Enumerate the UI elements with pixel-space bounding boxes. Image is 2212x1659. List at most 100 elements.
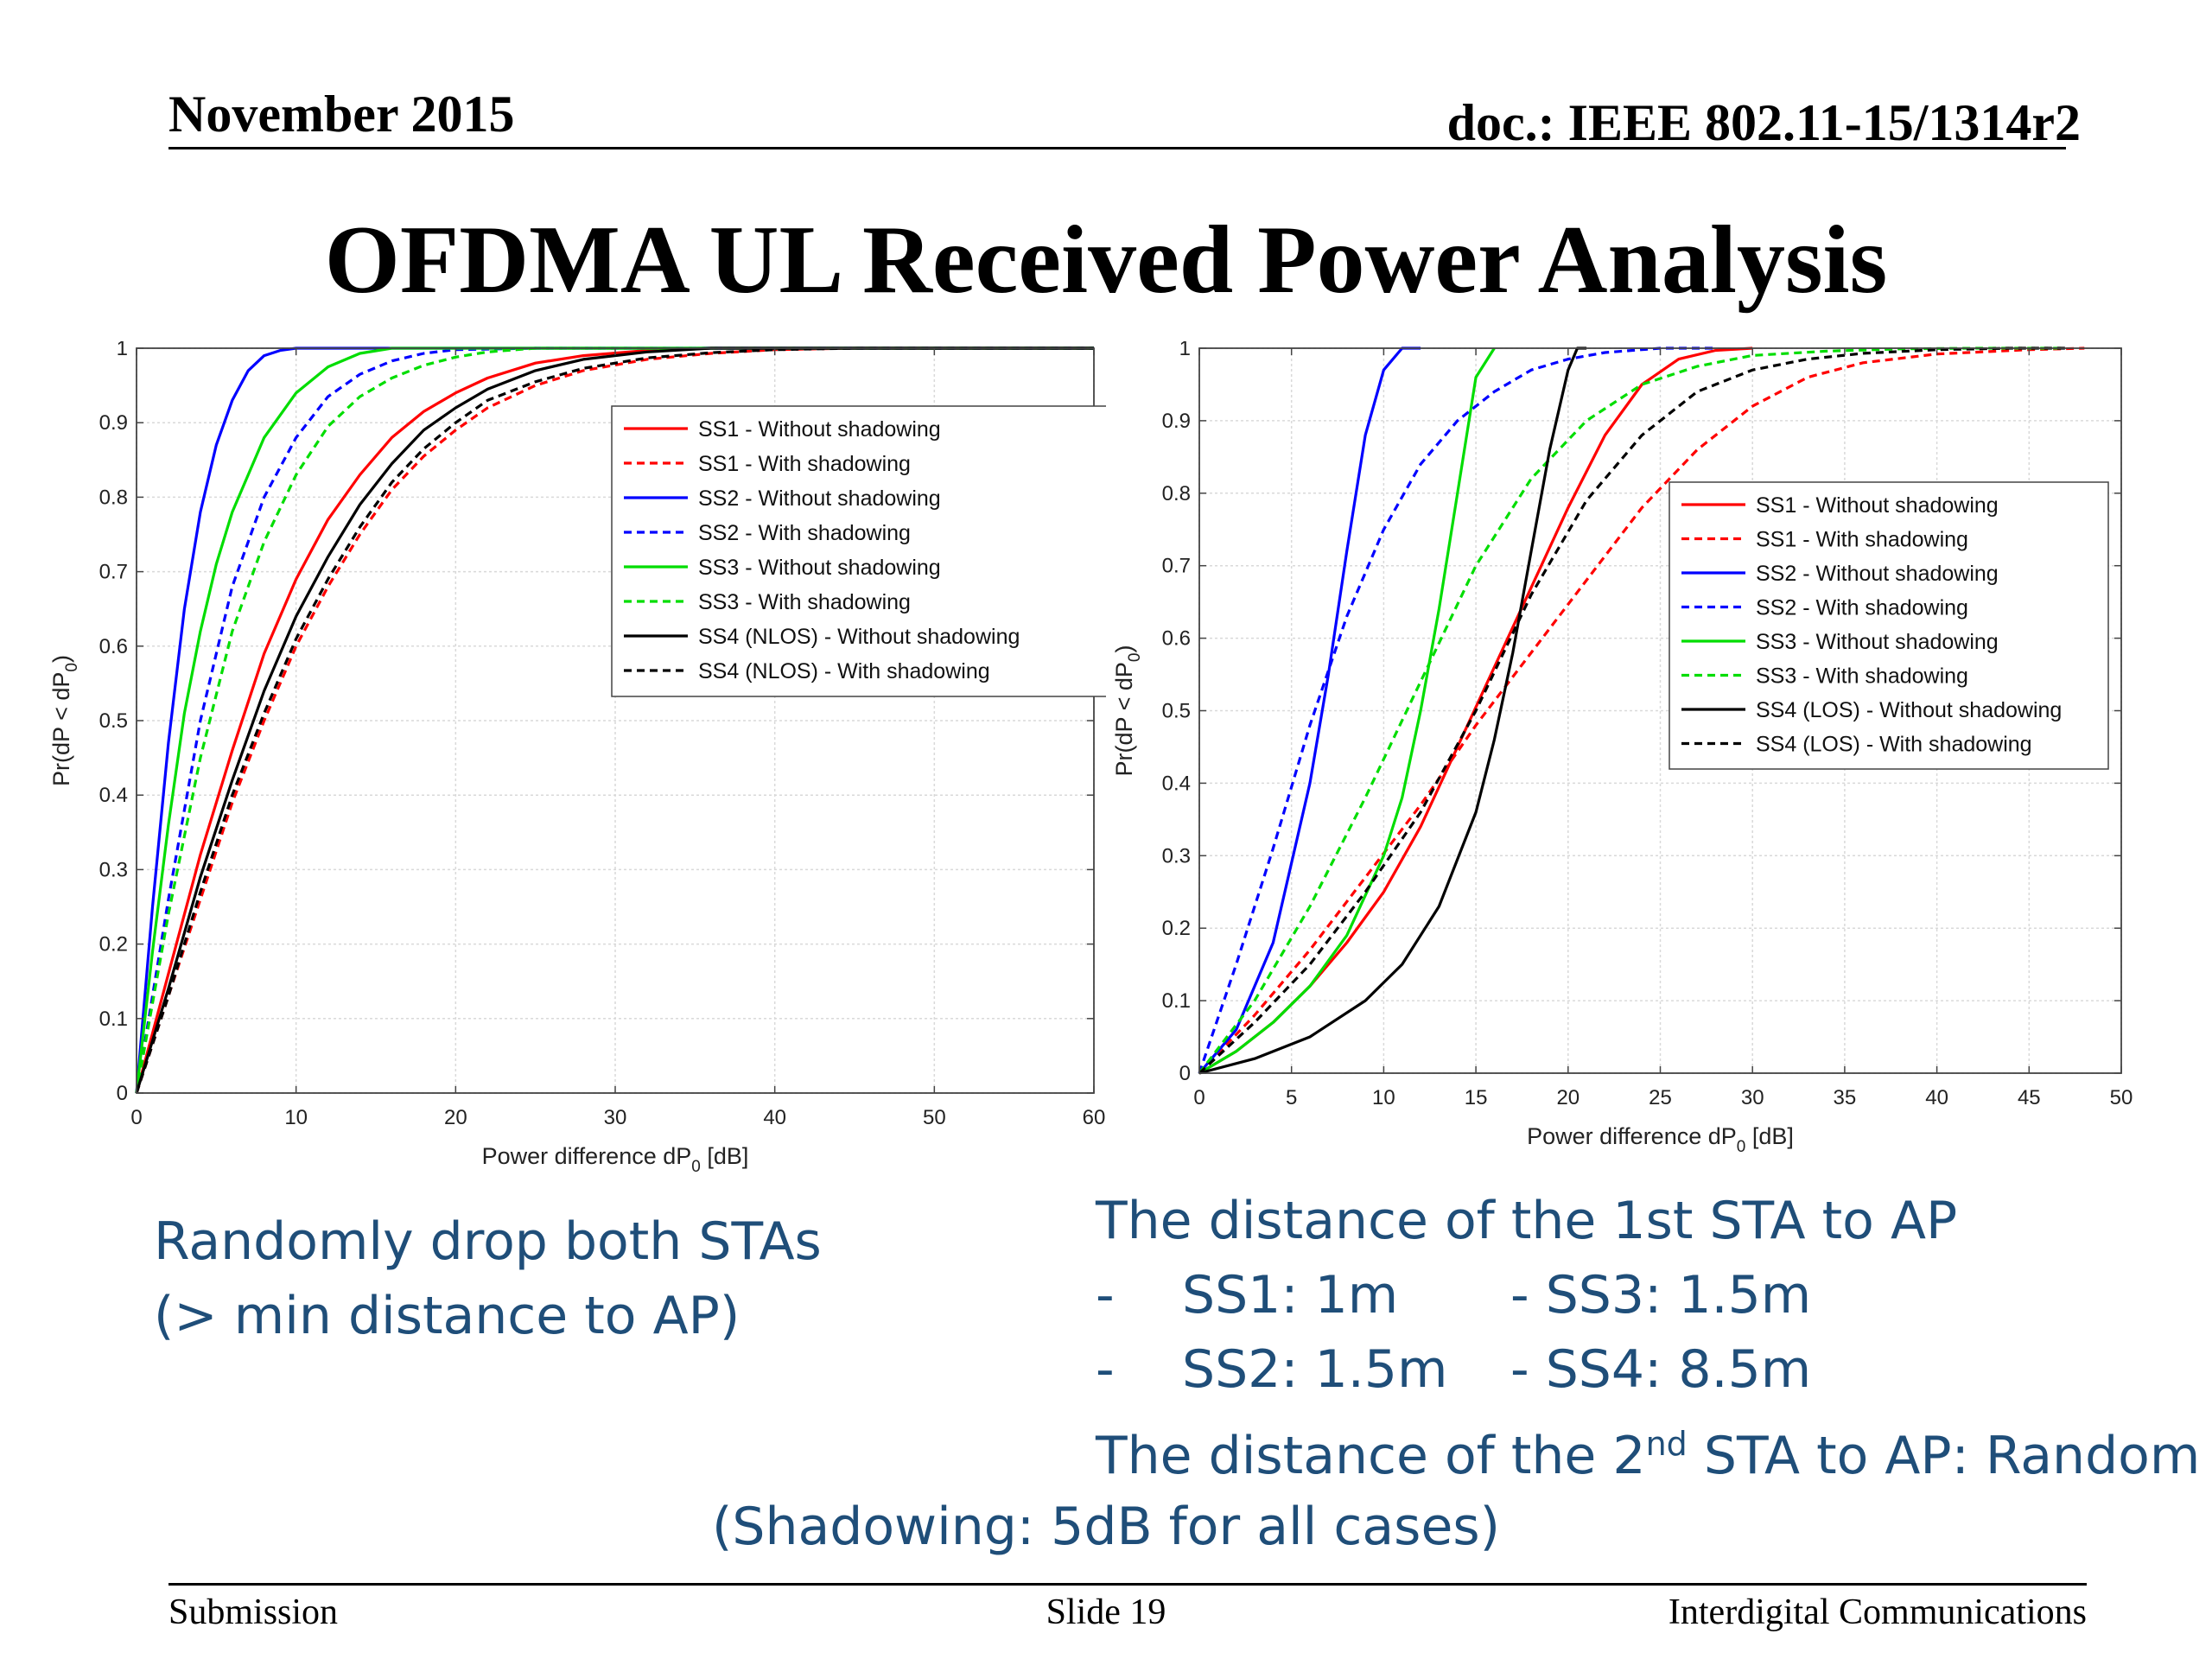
chart2-legend-entry: SS1 - Without shadowing: [1756, 493, 1999, 518]
chart1-series-line-6: [135, 346, 1094, 1094]
chart2-x-axis-label-sub: 0: [1737, 1138, 1746, 1156]
cdf-chart-right: 0 5 10 15 20 25 30 35 40 45 5000.10.20.30.40.50.60…: [1111, 341, 2133, 1156]
chart1-x-axis-label: Power difference dP0 [dB]: [482, 1143, 749, 1175]
chart1-y-tick-label: 0.8: [99, 486, 128, 509]
chart2-x-tick-label: 20: [1556, 1086, 1580, 1109]
second-sta-text-tail: STA to AP: Random: [1687, 1426, 2201, 1486]
chart1-legend-entry: SS2 - With shadowing: [698, 521, 911, 545]
chart1-x-axis-label-main: Power difference dP: [482, 1143, 692, 1169]
chart1-y-tick-label: 0.3: [99, 858, 128, 881]
chart1-legend-entry: SS1 - Without shadowing: [698, 417, 941, 442]
chart1-y-axis-label: Pr(dP < dP0): [48, 655, 81, 786]
chart2-series-line-4: [1198, 346, 1716, 1074]
chart1-x-axis-label-tail: [dB]: [701, 1143, 749, 1169]
chart2-y-tick-label: 0.5: [1162, 700, 1191, 723]
chart1-series-line-2: [135, 346, 1094, 1094]
chart2-series-line-8: [1198, 346, 2066, 1075]
chart2-y-tick-label: 1: [1179, 341, 1191, 360]
chart1-y-tick-label: 0.5: [99, 709, 128, 733]
bullet-dash: -: [1096, 1265, 1115, 1325]
cdf-chart-left: 0 10 20 30 40 50 6000.10.20.30.40.50.60.70.80.…: [48, 341, 1106, 1175]
chart1-series-line-8: [135, 346, 1094, 1094]
chart2-x-tick-label: 45: [2018, 1086, 2041, 1109]
chart2-x-tick-label: 50: [2110, 1086, 2133, 1109]
ss2-distance: SS2: 1.5m: [1182, 1339, 1448, 1400]
chart1-x-tick-label: 0: [130, 1106, 142, 1129]
shadowing-note: (Shadowing: 5dB for all cases): [711, 1497, 1501, 1557]
chart2-x-tick-label: 15: [1465, 1086, 1488, 1109]
chart2-y-axis-label-main: Pr(dP < dP: [1111, 662, 1137, 776]
ss4-distance: - SS4: 8.5m: [1510, 1339, 1812, 1400]
chart1-x-tick-label: 60: [1083, 1106, 1106, 1129]
second-sta-distance: The distance of the 2nd STA to AP: Rando…: [1096, 1407, 2200, 1493]
distance-row-2: - SS2: 1.5m - SS4: 8.5m: [1096, 1332, 2200, 1407]
header-date: November 2015: [168, 86, 515, 143]
slide-title: OFDMA UL Received Power Analysis: [324, 207, 1888, 314]
chart2-series-line-7: [1198, 346, 1587, 1075]
chart2-y-axis-label: Pr(dP < dP0): [1111, 645, 1144, 777]
chart2-x-tick-label: 5: [1286, 1086, 1297, 1109]
left-description-line: (> min distance to AP): [154, 1286, 741, 1346]
chart2-legend-entry: SS1 - With shadowing: [1756, 528, 1968, 552]
chart1-x-tick-label: 40: [763, 1106, 786, 1129]
chart2-y-tick-label: 0: [1179, 1062, 1191, 1085]
chart1-legend-entry: SS4 (NLOS) - With shadowing: [698, 659, 990, 683]
chart2-y-tick-label: 0.3: [1162, 844, 1191, 868]
chart1-legend-entry: SS2 - Without shadowing: [698, 486, 941, 511]
chart1-y-tick-label: 0.6: [99, 635, 128, 658]
chart2-x-tick-label: 35: [1834, 1086, 1857, 1109]
chart1-y-axis-label-tail: ): [48, 655, 74, 663]
chart2-x-axis-label-tail: [dB]: [1745, 1123, 1794, 1149]
chart1-y-tick-label: 0.1: [99, 1007, 128, 1031]
chart2-legend-entry: SS3 - With shadowing: [1756, 664, 1968, 689]
chart1-y-axis-label-sub: 0: [63, 663, 81, 672]
chart2-legend-box: [1669, 481, 2109, 770]
chart1-legend-box: [611, 405, 1106, 697]
chart2-series-line-6: [1198, 346, 2066, 1074]
footer-company: Interdigital Communications: [1668, 1592, 2087, 1632]
chart2-x-axis-label-main: Power difference dP: [1527, 1123, 1737, 1149]
second-sta-text: The distance of the 2: [1096, 1426, 1646, 1486]
chart1-y-tick-label: 0.2: [99, 933, 128, 957]
footer-rule: [168, 1583, 2087, 1586]
chart2-legend-entry: SS3 - Without shadowing: [1756, 630, 1999, 654]
chart2-y-tick-label: 0.1: [1162, 989, 1191, 1013]
chart1-y-tick-label: 0: [117, 1082, 128, 1105]
chart1-series-line-7: [135, 346, 1094, 1094]
ordinal-suffix: nd: [1645, 1425, 1688, 1463]
chart1-x-tick-label: 50: [923, 1106, 946, 1129]
chart2-legend-entry: SS2 - With shadowing: [1756, 596, 1968, 620]
distance-heading: The distance of the 1st STA to AP: [1096, 1191, 1958, 1251]
chart2-y-tick-label: 0.2: [1162, 917, 1191, 940]
header-doc-id: doc.: IEEE 802.11-15/1314r2: [1446, 94, 2081, 151]
chart2-y-tick-label: 0.7: [1162, 555, 1191, 578]
chart1-x-tick-label: 30: [604, 1106, 627, 1129]
header-rule: [168, 147, 2066, 149]
distance-row-1: - SS1: 1m - SS3: 1.5m: [1096, 1258, 2200, 1332]
chart2-series-line-5: [1198, 347, 1496, 1075]
chart2-x-tick-label: 0: [1193, 1086, 1205, 1109]
chart2-y-tick-label: 0.6: [1162, 627, 1191, 651]
chart2-x-tick-label: 10: [1372, 1086, 1395, 1109]
footer-slide-number: Slide 19: [1046, 1592, 1166, 1632]
chart1-y-tick-label: 0.7: [99, 561, 128, 584]
chart2-y-tick-label: 0.4: [1162, 772, 1191, 795]
chart1-x-tick-label: 20: [444, 1106, 467, 1129]
chart1-y-tick-label: 1: [117, 341, 128, 360]
chart1-y-axis-label-main: Pr(dP < dP: [48, 672, 74, 786]
chart1-legend-entry: SS1 - With shadowing: [698, 452, 911, 476]
chart1-y-tick-label: 0.4: [99, 784, 128, 807]
chart1-x-axis-label-sub: 0: [691, 1158, 701, 1175]
chart1-y-tick-label: 0.9: [99, 411, 128, 435]
chart2-legend-entry: SS4 (LOS) - With shadowing: [1756, 733, 2032, 757]
chart2-series-line-2: [1198, 346, 2085, 1075]
chart2-legend-entry: SS2 - Without shadowing: [1756, 562, 1999, 586]
left-description-line: Randomly drop both STAs: [154, 1211, 822, 1272]
chart2-y-axis-label-tail: ): [1111, 645, 1137, 653]
chart2-y-axis-label-sub: 0: [1126, 653, 1144, 663]
footer-submission: Submission: [168, 1592, 339, 1632]
chart2-x-axis-label: Power difference dP0 [dB]: [1527, 1123, 1794, 1156]
chart1-legend-entry: SS3 - With shadowing: [698, 590, 911, 614]
left-description: Randomly drop both STAs (> min distance …: [154, 1205, 822, 1353]
chart2-y-tick-label: 0.8: [1162, 482, 1191, 505]
